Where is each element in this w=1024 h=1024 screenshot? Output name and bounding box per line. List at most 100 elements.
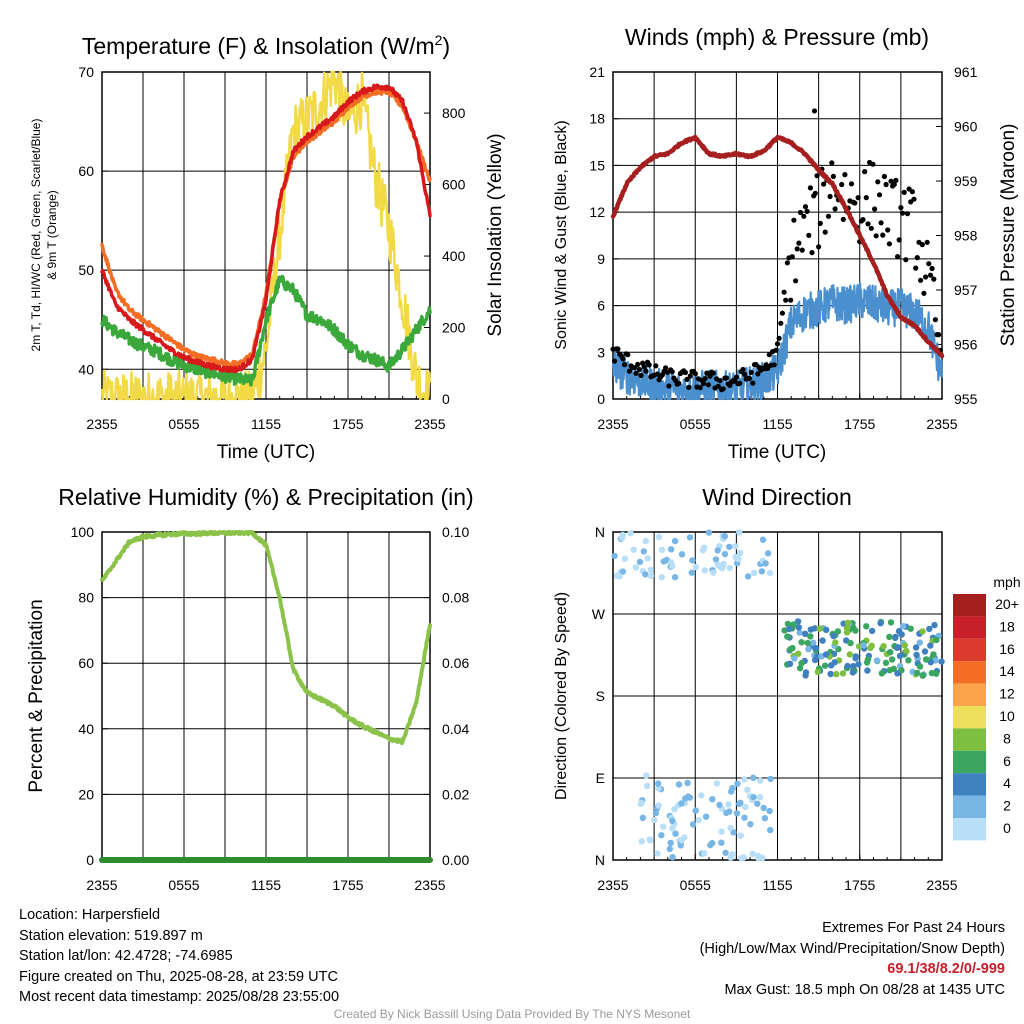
y-right-tick-label: 958 (954, 228, 978, 244)
direction-point (642, 571, 649, 578)
direction-point (846, 651, 853, 658)
direction-point (844, 619, 852, 626)
gust-point (801, 213, 807, 219)
x-tick-label: 0555 (168, 416, 199, 432)
elevation-text: Station elevation: 519.897 m (19, 927, 203, 944)
direction-point (735, 555, 742, 563)
direction-point (744, 573, 752, 580)
gust-point (705, 382, 712, 388)
direction-point (756, 777, 764, 784)
gust-point (913, 265, 919, 271)
direction-point (638, 799, 645, 806)
y-axis-label-line2: & 9m T (Orange) (45, 190, 59, 280)
gust-point (633, 370, 639, 376)
direction-point (789, 644, 796, 652)
direction-point (830, 632, 837, 640)
gust-point (814, 173, 820, 179)
gust-point (817, 220, 823, 226)
gust-point (812, 190, 818, 196)
direction-point (699, 547, 707, 554)
direction-point (916, 663, 924, 670)
direction-point (749, 850, 756, 858)
direction-point (912, 644, 920, 651)
x-tick-label: 0555 (680, 877, 711, 893)
gust-point (737, 380, 743, 386)
y-right-tick-label: 0.06 (442, 655, 469, 671)
direction-point (651, 816, 658, 824)
colorbar-swatch (953, 818, 986, 841)
colorbar-swatch (953, 616, 986, 639)
extremes-legend: (High/Low/Max Wind/Precipitation/Snow De… (699, 940, 1005, 957)
direction-point (669, 562, 676, 570)
y-tick-label: 40 (78, 361, 94, 377)
colorbar-label: 2 (1003, 798, 1011, 814)
direction-point (726, 808, 733, 815)
direction-point (852, 627, 859, 634)
colorbar-label: 0 (1003, 820, 1011, 836)
x-tick-label: 1155 (251, 877, 281, 893)
gust-point (641, 364, 647, 370)
y-tick-label: S (596, 688, 605, 704)
gust-point (891, 181, 897, 187)
y-right-axis-label: Station Pressure (Maroon) (998, 124, 1019, 347)
direction-point (632, 564, 640, 571)
direction-point (868, 627, 876, 635)
gust-point (881, 173, 888, 180)
gust-point (740, 366, 746, 373)
colorbar-label: 20+ (995, 596, 1019, 612)
direction-point (864, 656, 872, 663)
direction-point (698, 792, 705, 799)
extremes-values: 69.1/38/8.2/0/-999 (887, 961, 1005, 977)
y-tick-label: 12 (589, 204, 605, 220)
direction-point (916, 639, 923, 646)
direction-point (886, 667, 893, 674)
gust-point (929, 265, 935, 272)
y-right-tick-label: 0.02 (442, 786, 469, 802)
direction-point (933, 636, 940, 644)
direction-point (892, 634, 899, 642)
y-axis-label: Sonic Wind & Gust (Blue, Black) (553, 120, 570, 349)
direction-point (643, 772, 650, 779)
latlon-text: Station lat/lon: 42.4728; -74.6985 (19, 948, 233, 964)
direction-point (823, 626, 830, 634)
direction-point (839, 670, 847, 677)
direction-point (932, 657, 939, 664)
direction-point (849, 669, 856, 676)
direction-point (750, 793, 757, 801)
direction-point (905, 657, 912, 664)
direction-point (760, 804, 767, 812)
direction-point (741, 776, 748, 783)
gust-point (700, 380, 707, 387)
location-text: Location: Harpersfield (19, 907, 161, 923)
gust-point (839, 181, 845, 188)
direction-point (921, 648, 929, 655)
direction-point (750, 774, 757, 781)
y-right-tick-label: 200 (442, 320, 466, 336)
direction-point (640, 548, 647, 555)
gust-point (822, 229, 828, 235)
x-tick-label: 2355 (86, 877, 117, 893)
direction-point (726, 564, 733, 572)
direction-point (710, 569, 717, 576)
gust-point (621, 362, 628, 368)
colorbar-label: 10 (999, 708, 1015, 724)
x-tick-label: 1155 (251, 416, 281, 432)
direction-point (621, 555, 629, 562)
y-right-axis-label: Solar Insolation (Yellow) (485, 133, 506, 336)
panel-title-humidity: Relative Humidity (%) & Precipitation (i… (58, 484, 473, 510)
direction-point (896, 652, 904, 660)
direction-point (655, 785, 662, 792)
y-right-tick-label: 600 (442, 177, 466, 193)
direction-point (709, 796, 716, 803)
gust-point (883, 181, 889, 188)
gust-point (635, 361, 641, 367)
direction-point (913, 651, 920, 659)
colorbar-swatch (953, 638, 986, 662)
colorbar-swatch (953, 661, 986, 684)
direction-point (742, 803, 749, 811)
direction-point (821, 662, 829, 669)
direction-point (864, 667, 871, 674)
direction-point (712, 556, 720, 563)
direction-point (795, 650, 802, 657)
gust-point (687, 373, 693, 379)
